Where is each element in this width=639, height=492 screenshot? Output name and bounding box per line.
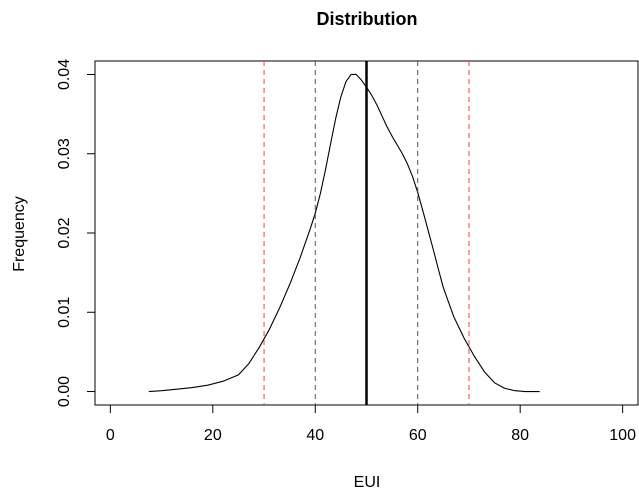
y-tick-label-2: 0.02 (56, 217, 73, 248)
x-tick-label-3: 60 (409, 427, 427, 444)
y-tick-label-1: 0.01 (56, 297, 73, 328)
y-axis-label: Frequency (11, 196, 28, 272)
x-axis-label: EUI (354, 474, 381, 491)
y-tick-label-3: 0.03 (56, 138, 73, 169)
x-tick-label-0: 0 (106, 427, 115, 444)
y-tick-label-0: 0.00 (56, 376, 73, 407)
chart-title: Distribution (317, 9, 418, 29)
x-tick-label-1: 20 (204, 427, 222, 444)
density-curve-0 (148, 73, 540, 393)
x-tick-label-5: 100 (609, 427, 636, 444)
y-tick-label-4: 0.04 (56, 59, 73, 90)
x-tick-label-4: 80 (511, 427, 529, 444)
plot-area: 0 20 40 60 80 100 0.00 0.01 0.02 0.03 0.04 (56, 59, 639, 444)
x-tick-label-2: 40 (306, 427, 324, 444)
